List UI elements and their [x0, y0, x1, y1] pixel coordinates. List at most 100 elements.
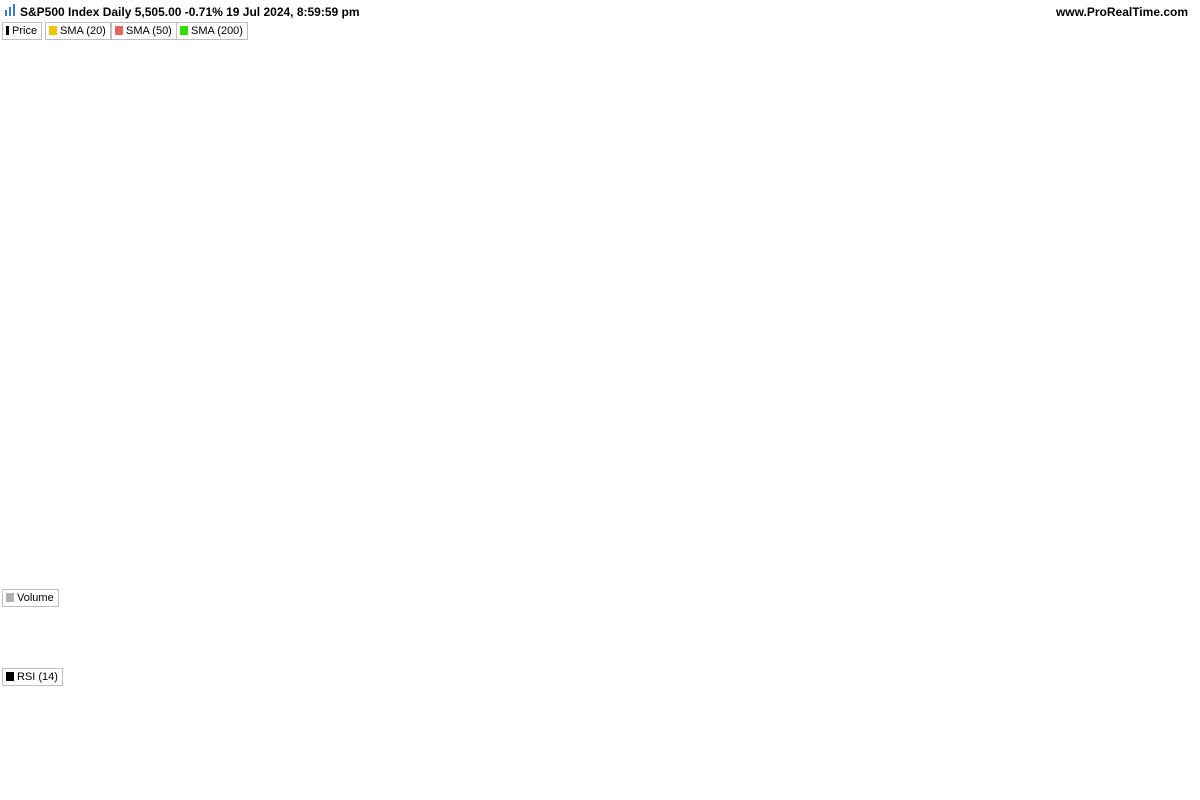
sma200-last-value-box [1144, 489, 1199, 506]
volume-bar [730, 622, 737, 667]
volume-bar [250, 625, 257, 667]
x-tick-label: 08 [1026, 787, 1038, 799]
candle [198, 372, 204, 397]
volume-tick-label: 100M [1150, 644, 1178, 656]
legend-volume-label: Volume [17, 592, 54, 604]
volume-bar [692, 623, 700, 667]
volume-bar [640, 624, 647, 667]
sma200-swatch [180, 26, 188, 35]
volume-bar [437, 623, 445, 667]
volume-bar [145, 625, 152, 667]
candle [115, 464, 122, 472]
candle [33, 469, 39, 472]
candle [108, 456, 114, 466]
legend-rsi[interactable]: RSI (14) [2, 668, 63, 686]
candle [618, 287, 624, 302]
price-tick-label: 5,100 [1150, 402, 1178, 414]
candle [543, 330, 549, 337]
volume-bar [422, 624, 430, 667]
volume-bar [520, 624, 527, 667]
legend-price-label: Price [12, 25, 38, 37]
volume-bar [760, 647, 767, 667]
candle [340, 339, 347, 348]
candle [850, 82, 857, 113]
volume-bars [2, 599, 895, 667]
volume-bar [17, 618, 25, 667]
volume-bar [850, 623, 857, 667]
x-tick-label: 25 [464, 787, 476, 799]
candle [273, 324, 279, 337]
x-tick-label: Aug [994, 787, 1015, 799]
site-url[interactable]: www.ProRealTime.com [1055, 5, 1188, 19]
volume-last-value: 265M [1148, 617, 1176, 629]
rsi-tick-label: 60 [1152, 704, 1164, 716]
candle [655, 291, 662, 297]
volume-bar [32, 622, 40, 667]
level-label: 5,450.00 [1097, 181, 1140, 193]
volume-bar [857, 617, 865, 667]
candle [70, 453, 77, 498]
volume-bar [415, 623, 422, 667]
volume-bar [670, 626, 677, 667]
candle [513, 358, 519, 385]
volume-bar [370, 623, 377, 667]
volume-bar [805, 599, 812, 667]
volume-bar [85, 624, 92, 667]
volume-bar [100, 624, 107, 667]
x-tick-label: 19 [434, 787, 446, 799]
volume-bar [205, 622, 212, 667]
legend-sma200[interactable]: SMA (200) [176, 22, 248, 40]
x-tick-label: 14 [1056, 787, 1068, 799]
legend-sma50[interactable]: SMA (50) [111, 22, 177, 40]
volume-last-box [1144, 613, 1186, 630]
volume-bar [182, 609, 190, 667]
legend-volume[interactable]: Volume [2, 589, 59, 607]
rsi-overbought-fill [711, 688, 869, 699]
volume-bar [827, 629, 835, 667]
x-tick-label: 17 [590, 787, 602, 799]
chart-background [0, 22, 1200, 800]
candle [370, 358, 377, 366]
volume-bar [617, 622, 625, 667]
volume-bar [887, 621, 895, 667]
price-swatch [6, 26, 9, 35]
volume-bar [347, 621, 355, 667]
sma20-swatch [49, 26, 57, 35]
volume-bar [527, 625, 535, 667]
chart-header: S&P500 Index Daily 5,505.00 -0.71% 19 Ju… [0, 0, 1200, 22]
candle [18, 493, 24, 503]
candle [168, 408, 174, 430]
volume-bar [775, 622, 782, 667]
candle [460, 406, 467, 422]
x-tick-label: Apr [322, 787, 342, 799]
x-tick-label: 29 [963, 787, 975, 799]
x-tick-label: Jul [814, 787, 830, 799]
x-tick-label: Mar [164, 787, 184, 799]
candle [678, 257, 684, 260]
volume-bar [632, 622, 640, 667]
info-icon [915, 573, 928, 586]
volume-bar [790, 624, 797, 667]
rsi-tick-label: 20 [1152, 747, 1164, 759]
volume-bar [745, 625, 752, 667]
candle [475, 434, 482, 437]
candle [175, 389, 182, 410]
candle [738, 166, 744, 176]
candle [828, 111, 834, 123]
volume-tick-label: 400M [1150, 595, 1178, 607]
legend-price[interactable]: Price [2, 22, 43, 40]
sma200-line [673, 497, 892, 575]
price-tick-label: 5,700 [1150, 36, 1178, 48]
volume-bar [452, 623, 460, 667]
x-tick-label: May [494, 787, 516, 799]
volume-bar [872, 615, 880, 667]
volume-bar [842, 625, 850, 667]
candle [250, 361, 257, 363]
candle [40, 461, 47, 468]
candle [220, 361, 227, 377]
candle [558, 329, 564, 334]
candle [10, 503, 17, 526]
volume-bar [92, 621, 100, 667]
legend-sma20[interactable]: SMA (20) [45, 22, 111, 40]
